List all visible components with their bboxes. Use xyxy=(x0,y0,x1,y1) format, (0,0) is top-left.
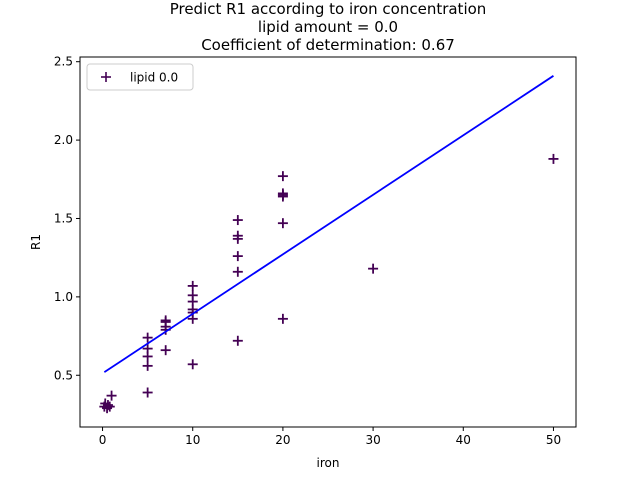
regression-line xyxy=(103,75,554,373)
y-axis-label: R1 xyxy=(29,234,43,250)
data-point xyxy=(232,335,243,346)
data-point xyxy=(232,266,243,277)
legend: lipid 0.0 xyxy=(86,63,194,91)
data-point xyxy=(187,280,198,291)
data-point xyxy=(160,315,171,326)
y-tick-label: 2.0 xyxy=(54,133,73,147)
axes-frame xyxy=(79,56,577,428)
plot-data xyxy=(99,75,559,414)
data-point xyxy=(277,218,288,229)
y-axis-ticks: 0.5 1.0 1.5 2.0 2.5 xyxy=(54,55,80,382)
x-axis-label: iron xyxy=(317,456,340,470)
chart-title: Predict R1 according to iron concentrati… xyxy=(170,0,487,54)
x-tick-label: 40 xyxy=(456,433,471,447)
title-line-1: Predict R1 according to iron concentrati… xyxy=(170,0,487,18)
legend-label: lipid 0.0 xyxy=(130,71,178,85)
y-tick-label: 1.5 xyxy=(54,211,73,225)
x-tick-label: 0 xyxy=(99,433,107,447)
data-point xyxy=(548,153,559,164)
data-point xyxy=(368,263,379,274)
x-tick-label: 30 xyxy=(365,433,380,447)
x-tick-label: 10 xyxy=(185,433,200,447)
data-point xyxy=(102,400,113,411)
data-point xyxy=(160,345,171,356)
x-tick-label: 20 xyxy=(275,433,290,447)
data-point xyxy=(142,360,153,371)
title-line-2: lipid amount = 0.0 xyxy=(258,18,398,36)
x-tick-label: 50 xyxy=(546,433,561,447)
legend-box xyxy=(86,63,194,91)
data-point xyxy=(277,313,288,324)
data-point xyxy=(104,401,115,412)
data-point xyxy=(142,387,153,398)
data-point xyxy=(142,332,153,343)
data-point xyxy=(232,215,243,226)
legend-plus-marker xyxy=(101,72,111,82)
data-point xyxy=(277,188,288,199)
y-tick-label: 2.5 xyxy=(54,55,73,69)
y-tick-label: 0.5 xyxy=(54,368,73,382)
x-axis-ticks: 0 10 20 30 40 50 xyxy=(99,427,561,447)
data-point xyxy=(277,171,288,182)
data-point xyxy=(106,390,117,401)
data-point xyxy=(232,251,243,262)
data-point xyxy=(187,359,198,370)
data-point xyxy=(232,230,243,241)
data-point xyxy=(142,343,153,354)
data-point xyxy=(187,290,198,301)
title-line-3: Coefficient of determination: 0.67 xyxy=(201,36,455,54)
y-tick-label: 1.0 xyxy=(54,290,73,304)
